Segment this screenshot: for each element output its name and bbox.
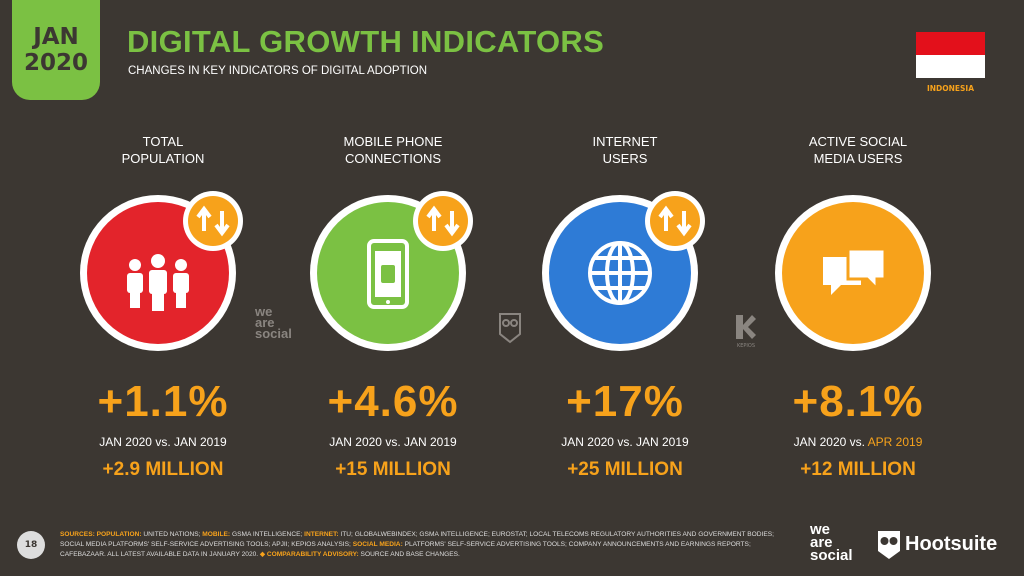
indicator-icon: [542, 191, 705, 351]
indicator-label: TOTAL POPULATION: [53, 133, 273, 173]
comparison-against: JAN 2019: [174, 435, 227, 449]
badge-disc: [650, 196, 700, 246]
comparison-base: JAN 2020 vs.: [793, 435, 865, 449]
absolute-change: +25 MILLION: [567, 459, 683, 480]
sources: SOURCES: POPULATION: UNITED NATIONS; MOB…: [60, 530, 790, 560]
badge-arrows: [426, 205, 460, 237]
badge-arrows: [196, 205, 230, 237]
logo-line: we: [255, 304, 273, 319]
logo-line: are: [255, 315, 275, 331]
page-number: 18: [17, 531, 45, 559]
indicator-icon: [775, 195, 931, 351]
label-line: POPULATION: [121, 151, 205, 166]
label-line: ACTIVE SOCIAL: [808, 134, 908, 149]
comparison-base: JAN 2020 vs.: [561, 435, 633, 449]
icon-glyph: [367, 239, 409, 309]
icon-glyph: [127, 254, 189, 311]
label-line: MOBILE PHONE: [343, 134, 443, 149]
comparison: JAN 2020 vs. APR 2019: [748, 435, 968, 449]
icon-glyph: [823, 247, 887, 295]
kepios-mark: [736, 315, 756, 339]
badge-arrows: [658, 205, 692, 237]
label-line: INTERNET: [592, 134, 658, 149]
logo-line: are: [810, 533, 833, 551]
absolute-change: +2.9 MILLION: [102, 459, 224, 480]
owl-watermark: [499, 313, 521, 344]
logo-line: social: [255, 326, 292, 342]
change: +4.6%: [327, 377, 459, 426]
date-badge: JAN 2020: [12, 0, 100, 100]
change: +17%: [566, 377, 684, 426]
logo: we are social: [810, 521, 853, 564]
brand: Hootsuite: [905, 533, 998, 555]
indicator-label: MOBILE PHONE CONNECTIONS: [283, 133, 503, 173]
absolute-change: +12 MILLION: [800, 459, 916, 480]
change: +8.1%: [792, 377, 924, 426]
change: +1.1%: [97, 377, 229, 426]
source-label: INTERNET:: [304, 531, 339, 538]
comparison-base: JAN 2020 vs.: [99, 435, 171, 449]
label-line: TOTAL: [142, 134, 184, 149]
kepios-text: KEPIOS: [736, 343, 756, 349]
absolute-change: +15 MILLION: [335, 459, 451, 480]
source-label: ◆ COMPARABILITY ADVISORY:: [259, 551, 359, 558]
source-label: SOCIAL MEDIA:: [352, 541, 403, 548]
source-label: SOURCES: POPULATION:: [60, 531, 142, 538]
badge-disc: [418, 196, 468, 246]
flag: [916, 32, 985, 78]
source-text: ITU; GLOBALWEBINDEX; GSMA INTELLIGENCE; …: [60, 531, 774, 548]
badge-line: 2020: [23, 50, 88, 76]
badge-disc: [188, 196, 238, 246]
comparison: JAN 2020 vs. JAN 2019: [283, 435, 503, 449]
source-text: PLATFORMS' SELF-SERVICE ADVERTISING TOOL…: [60, 541, 751, 558]
source-text: SOURCE AND BASE CHANGES.: [358, 551, 460, 558]
source-text: GSMA INTELLIGENCE;: [230, 531, 305, 538]
comparison-against: JAN 2019: [636, 435, 689, 449]
flag-red: [916, 32, 985, 55]
comparison: JAN 2020 vs. JAN 2019: [53, 435, 273, 449]
title: DIGITAL GROWTH INDICATORS: [127, 24, 605, 59]
icon-glyph: [588, 241, 652, 305]
label-line: CONNECTIONS: [344, 151, 442, 166]
subtitle: CHANGES IN KEY INDICATORS OF DIGITAL ADO…: [128, 65, 428, 77]
comparison-against: JAN 2019: [404, 435, 457, 449]
indicator: ACTIVE SOCIAL MEDIA USERS +8.1% JAN 2020 vs…: [748, 133, 968, 481]
comparison-against: APR 2019: [867, 435, 923, 449]
owl-logo: [878, 531, 900, 559]
comparison-base: JAN 2020 vs.: [329, 435, 401, 449]
badge-line: JAN: [33, 24, 79, 50]
flag-white: [916, 55, 985, 78]
indicator: MOBILE PHONE CONNECTIONS +4.6% JAN 2020 vs.…: [283, 133, 503, 481]
indicator-icon: [310, 191, 473, 351]
source-text: UNITED NATIONS;: [141, 531, 203, 538]
label-line: MEDIA USERS: [813, 151, 903, 166]
watermark-logo: we are social: [255, 304, 292, 342]
source-label: MOBILE:: [202, 531, 231, 538]
indicator: INTERNET USERS +17% JAN 2020 vs. JAN 2019 +2…: [515, 133, 735, 481]
logo-line: social: [810, 546, 853, 564]
comparison: JAN 2020 vs. JAN 2019: [515, 435, 735, 449]
indicator-label: INTERNET USERS: [515, 133, 735, 173]
indicator-icon: [80, 191, 243, 351]
logo-line: we: [810, 521, 831, 538]
indicator: TOTAL POPULATION +1.1% JAN 2020 vs. JAN 201…: [53, 133, 273, 481]
label-line: USERS: [602, 151, 648, 166]
country: INDONESIA: [926, 84, 975, 93]
indicator-label: ACTIVE SOCIAL MEDIA USERS: [748, 133, 968, 173]
